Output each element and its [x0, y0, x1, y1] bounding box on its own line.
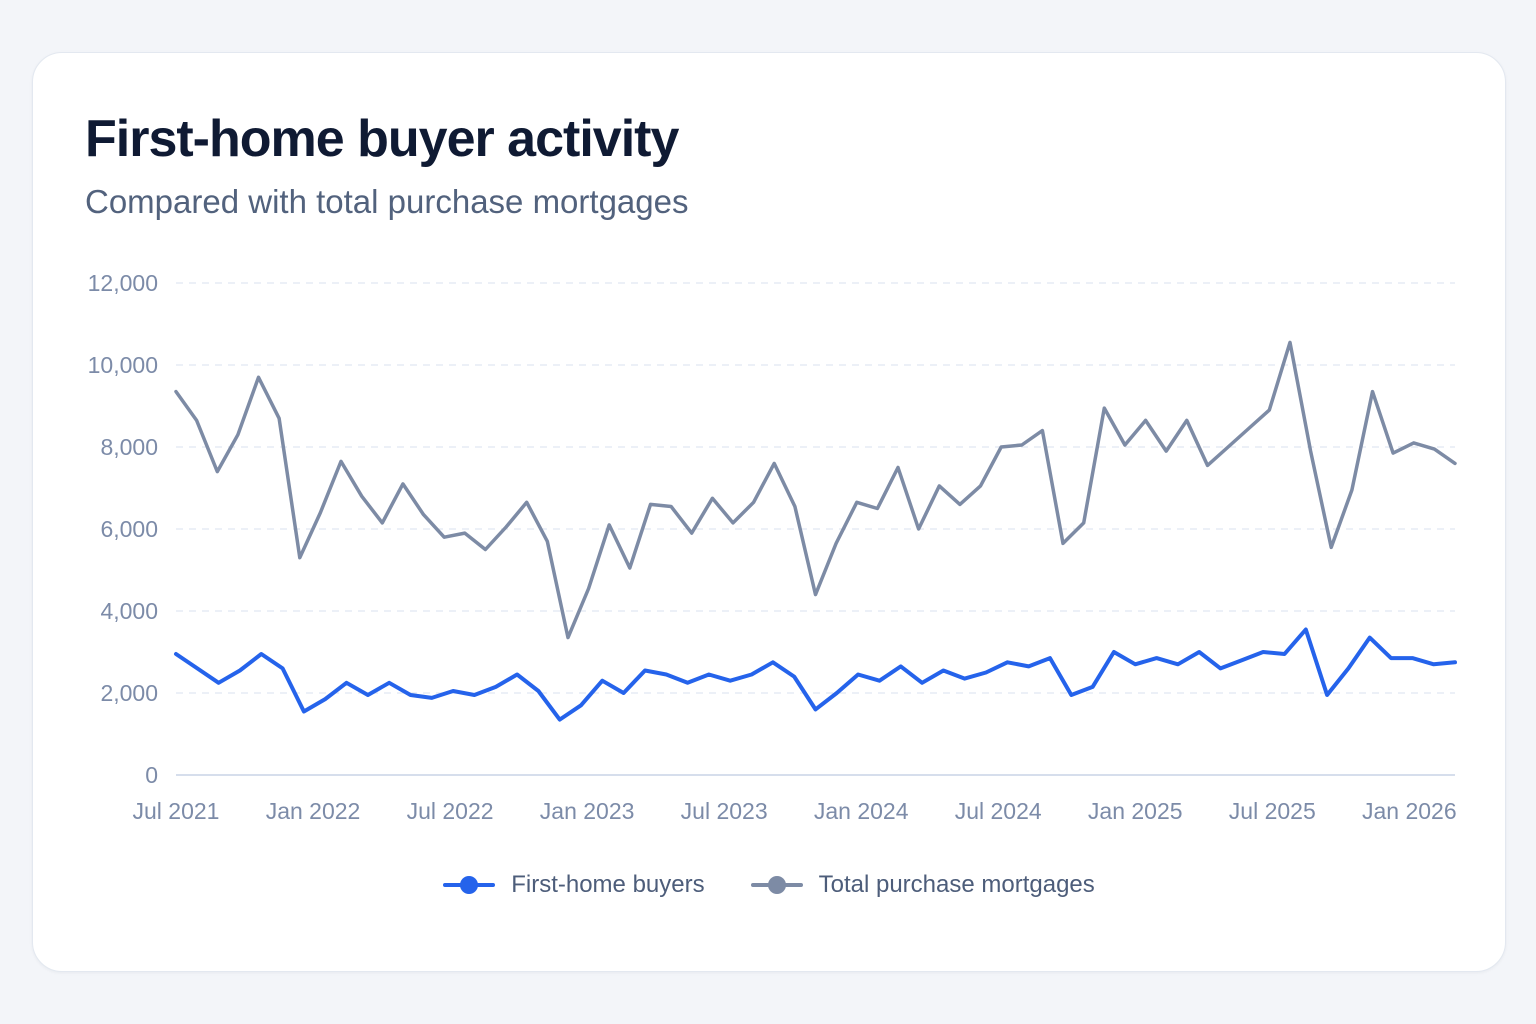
series-lines: [174, 340, 1457, 722]
x-tick-label: Jan 2023: [540, 798, 635, 824]
chart-subtitle: Compared with total purchase mortgages: [85, 183, 689, 220]
series-line-total-purchase-mortgages: [174, 340, 1457, 640]
x-tick-label: Jan 2025: [1088, 798, 1183, 824]
x-tick-label: Jan 2022: [266, 798, 361, 824]
y-tick-label: 2,000: [100, 680, 158, 706]
x-tick-label: Jul 2025: [1229, 798, 1316, 824]
legend: First-home buyers Total purchase mortgag…: [33, 871, 1505, 899]
x-tick-label: Jan 2024: [814, 798, 909, 824]
x-tick-label: Jul 2023: [681, 798, 768, 824]
y-axis-ticks: 0 2,000 4,000 6,000 8,000 10,000 12,000: [88, 270, 158, 788]
legend-label: First-home buyers: [511, 871, 705, 898]
chart-card: First-home buyer activity Compared with …: [32, 52, 1506, 972]
chart-title: First-home buyer activity: [85, 110, 679, 168]
x-tick-label: Jan 2026: [1362, 798, 1457, 824]
legend-item-first-home-buyers[interactable]: First-home buyers: [443, 871, 705, 899]
x-tick-label: Jul 2022: [407, 798, 494, 824]
y-tick-label: 0: [145, 762, 158, 788]
y-tick-label: 10,000: [88, 352, 158, 378]
y-tick-label: 12,000: [88, 270, 158, 296]
legend-swatch-first-home-buyers: [443, 871, 496, 899]
legend-item-total-purchase-mortgages[interactable]: Total purchase mortgages: [750, 871, 1095, 899]
x-axis-ticks: Jul 2021 Jan 2022 Jul 2022 Jan 2023 Jul 2023…: [133, 798, 1457, 824]
y-tick-label: 8,000: [100, 434, 158, 460]
legend-label: Total purchase mortgages: [818, 871, 1095, 898]
y-tick-label: 4,000: [100, 598, 158, 624]
legend-swatch-total-purchase-mortgages: [750, 871, 803, 899]
series-line-first-home-buyers: [174, 627, 1457, 722]
x-tick-label: Jul 2024: [955, 798, 1042, 824]
y-tick-label: 6,000: [100, 516, 158, 542]
gridlines: [176, 282, 1455, 776]
x-tick-label: Jul 2021: [133, 798, 220, 824]
line-chart: 0 2,000 4,000 6,000 8,000 10,000 12,000 Jul 20…: [88, 270, 1457, 824]
